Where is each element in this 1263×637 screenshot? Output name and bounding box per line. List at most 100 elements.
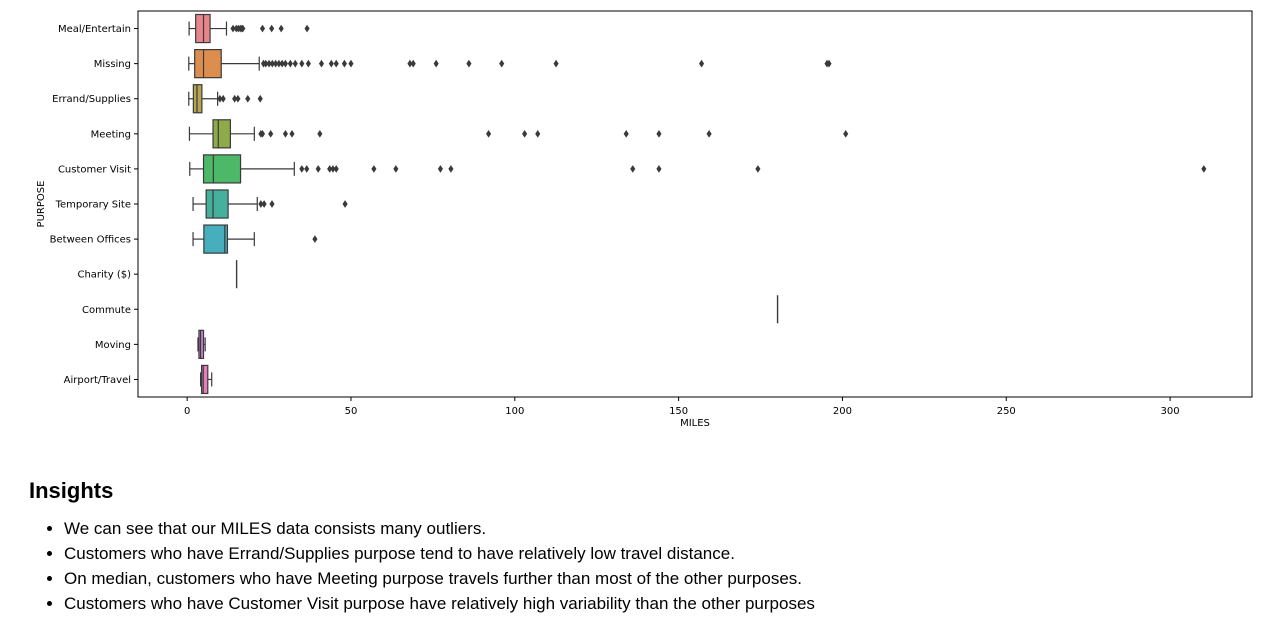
outlier-point — [630, 165, 636, 173]
insight-item: On median, customers who have Meeting pu… — [64, 566, 1249, 591]
outlier-point — [279, 59, 285, 68]
y-tick-label: Meeting — [91, 129, 131, 140]
outlier-point — [535, 129, 541, 138]
y-tick-label: Temporary Site — [55, 200, 131, 211]
box-iqr — [198, 329, 205, 359]
outlier-point — [333, 59, 339, 68]
box-iqr — [205, 189, 229, 219]
outlier-point — [755, 165, 761, 173]
outlier-point — [312, 235, 318, 243]
outlier-point — [220, 94, 226, 103]
outlier-point — [348, 59, 354, 68]
outlier-point — [282, 59, 289, 68]
outlier-point — [269, 24, 275, 33]
outlier-point — [230, 24, 236, 33]
x-tick-label: 150 — [669, 406, 688, 417]
x-axis-title: MILES — [680, 418, 710, 429]
box-iqr — [192, 84, 203, 114]
insight-item: Customers who have Customer Visit purpos… — [64, 591, 1249, 616]
outlier-point — [273, 59, 279, 68]
outlier-point — [433, 59, 439, 68]
box-iqr — [203, 224, 229, 254]
y-tick-label: Airport/Travel — [64, 375, 131, 386]
outlier-point — [261, 200, 267, 208]
box-iqr — [200, 364, 209, 395]
outlier-point — [466, 59, 472, 68]
outlier-point — [1201, 165, 1207, 173]
outlier-point — [304, 165, 310, 173]
outlier-point — [499, 59, 505, 68]
y-tick-label: Charity ($) — [77, 270, 131, 281]
outlier-point — [448, 165, 454, 173]
outlier-point — [318, 59, 325, 68]
outlier-point — [843, 129, 849, 138]
outlier-point — [698, 59, 705, 68]
insight-item: We can see that our MILES data consists … — [64, 516, 1249, 541]
outlier-point — [282, 129, 289, 138]
outlier-point — [342, 200, 348, 208]
x-tick-label: 250 — [997, 406, 1016, 417]
outlier-point — [327, 165, 333, 173]
insight-item: Customers who have Errand/Supplies purpo… — [64, 541, 1249, 566]
outlier-point — [269, 59, 275, 68]
outlier-point — [292, 59, 298, 68]
y-tick-label: Meal/Entertain — [58, 24, 131, 35]
plot-frame — [137, 10, 1253, 398]
outlier-point — [330, 165, 336, 173]
x-tick-label: 50 — [345, 406, 358, 417]
outlier-point — [269, 200, 275, 208]
outlier-point — [317, 129, 323, 138]
outlier-point — [304, 24, 310, 33]
insights-list: We can see that our MILES data consists … — [29, 516, 1249, 616]
outlier-point — [276, 59, 282, 68]
outlier-point — [257, 94, 263, 103]
outlier-point — [623, 129, 629, 138]
y-axis-title: PURPOSE — [36, 181, 47, 228]
outlier-point — [407, 59, 413, 68]
outlier-point — [486, 129, 492, 138]
outlier-point — [656, 165, 662, 173]
outlier-point — [259, 129, 266, 138]
outlier-point — [826, 59, 832, 68]
y-tick-label: Missing — [94, 59, 131, 70]
outlier-point — [333, 165, 339, 173]
y-tick-label: Customer Visit — [58, 164, 131, 175]
outlier-point — [328, 59, 334, 68]
outlier-point — [299, 59, 305, 68]
outlier-point — [656, 129, 662, 138]
outlier-point — [240, 24, 246, 33]
y-tick-label: Errand/Supplies — [52, 94, 131, 105]
outlier-point — [232, 94, 238, 103]
outlier-point — [258, 200, 264, 208]
outlier-point — [263, 59, 269, 68]
box-iqr — [194, 48, 222, 79]
boxplot-chart: 0 50 100 150 200 250 300 Meal/Entertain Missing E… — [36, 10, 1253, 429]
outlier-point — [299, 165, 305, 173]
outlier-point — [410, 59, 416, 68]
outlier-point — [217, 94, 223, 103]
outlier-point — [393, 165, 399, 173]
outlier-point — [315, 165, 321, 173]
outlier-point — [706, 129, 712, 138]
y-tick-label: Commute — [82, 305, 131, 316]
outlier-point — [268, 129, 274, 138]
outlier-point — [553, 59, 559, 68]
insights-heading: Insights — [29, 478, 114, 503]
insights-section: Insights We can see that our MILES data … — [29, 478, 1249, 616]
box-iqr — [212, 119, 231, 149]
outlier-point — [437, 165, 443, 173]
outlier-point — [522, 129, 528, 138]
outlier-point — [235, 94, 241, 103]
outlier-point — [266, 59, 272, 68]
y-tick-label: Between Offices — [50, 235, 131, 246]
x-tick-label: 200 — [833, 406, 852, 417]
outlier-point — [305, 59, 311, 68]
x-tick-label: 300 — [1161, 406, 1180, 417]
chart-svg: 0 50 100 150 200 250 300 Meal/Entertain Missing E… — [36, 10, 1253, 429]
box-iqr — [202, 154, 242, 184]
box-iqr — [195, 13, 211, 44]
outlier-point — [371, 165, 377, 173]
outlier-point — [278, 24, 284, 33]
outlier-point — [287, 59, 293, 68]
y-tick-label: Moving — [95, 340, 131, 351]
